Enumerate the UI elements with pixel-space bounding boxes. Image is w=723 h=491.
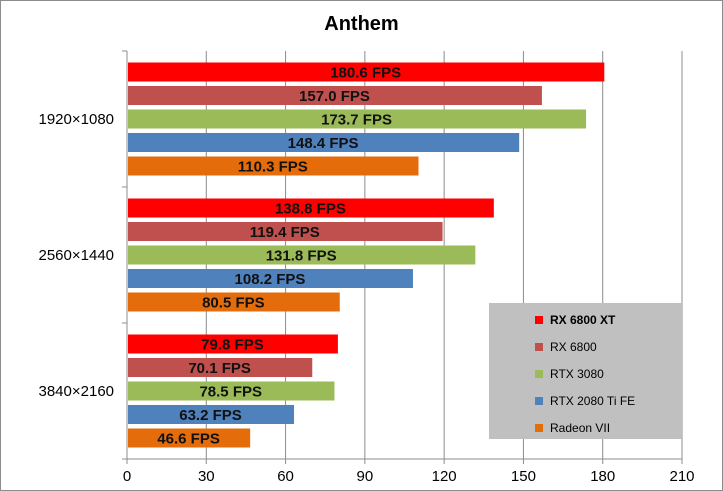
data-label: 110.3 FPS (238, 159, 308, 176)
legend-swatch (535, 316, 543, 324)
legend-label: RTX 3080 (550, 367, 604, 381)
legend-label: RTX 2080 Ti FE (550, 394, 636, 408)
x-tick-label: 90 (357, 468, 374, 485)
data-label: 70.1 FPS (188, 360, 251, 377)
data-label: 46.6 FPS (157, 431, 220, 448)
category-label: 1920×1080 (39, 111, 115, 128)
data-label: 148.4 FPS (288, 135, 359, 152)
bar (128, 358, 313, 377)
bar (128, 198, 494, 218)
legend-item: Radeon VII (489, 418, 610, 438)
bar (128, 405, 295, 424)
bar (128, 222, 443, 241)
legend-item: RX 6800 XT (489, 310, 615, 330)
data-label: 78.5 FPS (199, 384, 262, 401)
bar (128, 269, 413, 288)
data-label: 138.8 FPS (275, 201, 346, 218)
category-label: 3840×2160 (39, 383, 115, 400)
legend-item: RTX 3080 (489, 364, 604, 384)
bar (128, 109, 587, 129)
legend-label: Radeon VII (550, 421, 611, 435)
bar (128, 133, 520, 152)
data-label: 180.6 FPS (330, 65, 401, 82)
x-tick-label: 60 (277, 468, 294, 485)
data-label: 173.7 FPS (321, 112, 392, 129)
bar (128, 334, 338, 354)
data-label: 131.8 FPS (266, 248, 337, 265)
x-tick-label: 180 (590, 468, 615, 485)
chart-title: Anthem (324, 13, 399, 35)
x-tick-label: 30 (198, 468, 215, 485)
bar (128, 428, 251, 448)
data-label: 108.2 FPS (235, 271, 306, 288)
bar (128, 62, 605, 82)
data-label: 63.2 FPS (179, 407, 242, 424)
legend-item: RX 6800 (489, 337, 597, 357)
legend-swatch (535, 370, 543, 378)
x-tick-label: 0 (123, 468, 131, 485)
data-label: 79.8 FPS (201, 337, 264, 354)
data-label: 119.4 FPS (250, 224, 320, 241)
data-label: 80.5 FPS (202, 295, 265, 312)
legend-swatch (535, 397, 543, 405)
bar (128, 245, 476, 265)
bar (128, 156, 419, 176)
legend-label: RX 6800 (550, 340, 597, 354)
legend-label: RX 6800 XT (550, 313, 616, 327)
legend-item: RTX 2080 Ti FE (489, 391, 635, 411)
bar (128, 86, 542, 105)
legend: RX 6800 XT RX 6800 RTX 3080 RTX 2080 Ti FE R… (489, 303, 682, 439)
bar (128, 292, 340, 312)
x-tick-label: 120 (432, 468, 457, 485)
legend-swatch (535, 343, 543, 351)
legend-swatch (535, 424, 543, 432)
x-tick-label: 150 (511, 468, 536, 485)
x-tick-label: 210 (669, 468, 694, 485)
category-label: 2560×1440 (39, 247, 115, 264)
bar (128, 381, 335, 401)
data-label: 157.0 FPS (299, 88, 370, 105)
